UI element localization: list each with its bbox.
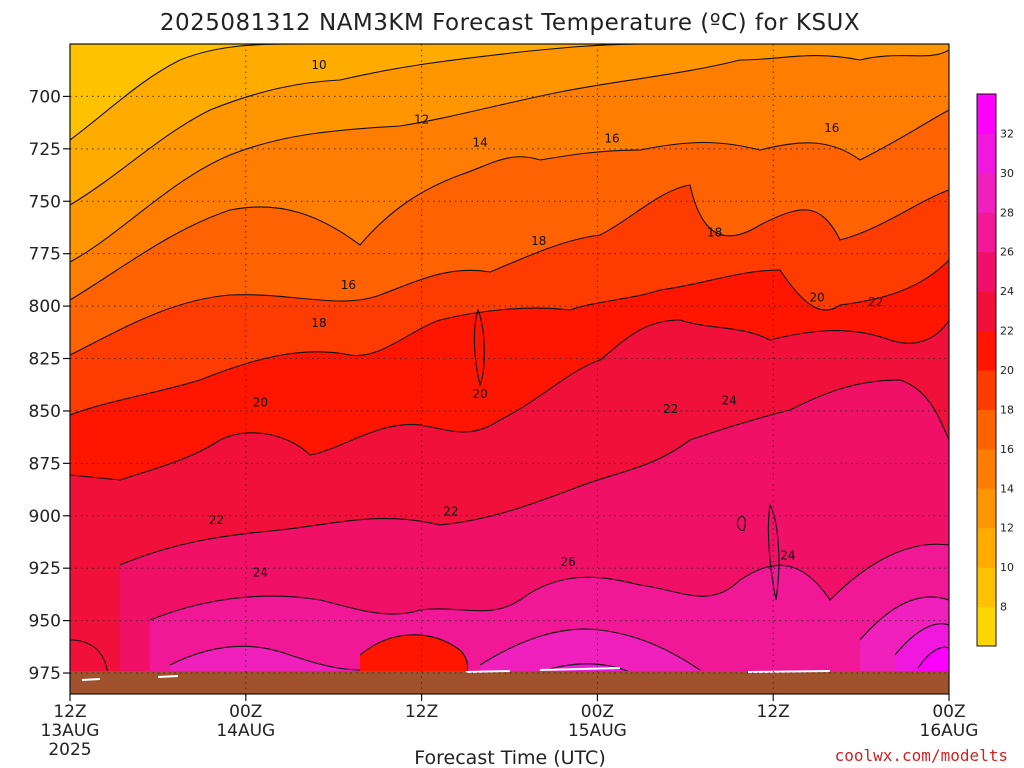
colorbar-tick-label: 28 xyxy=(1000,206,1014,219)
colorbar-swatch xyxy=(977,133,996,174)
colorbar-tick-label: 30 xyxy=(1000,167,1014,180)
x-tick-label: 13AUG xyxy=(41,721,100,741)
contour-label: 12 xyxy=(414,112,429,126)
colorbar-tick-label: 12 xyxy=(1000,522,1014,535)
x-tick-label: 12Z xyxy=(405,702,438,722)
contour-label: 20 xyxy=(810,291,825,305)
x-tick-label: 12Z xyxy=(53,702,86,722)
colorbar-swatch xyxy=(977,567,996,608)
contour-label: 14 xyxy=(473,136,488,150)
contour-label: 16 xyxy=(341,278,356,292)
x-tick-label: 2025 xyxy=(48,740,91,760)
x-tick-label: 16AUG xyxy=(920,721,979,741)
colorbar-swatch xyxy=(977,488,996,529)
contour-label: 10 xyxy=(311,58,326,72)
contour-label: 16 xyxy=(824,121,839,135)
colorbar-swatch xyxy=(977,251,996,292)
colorbar-tick-label: 22 xyxy=(1000,325,1014,338)
y-tick-label: 875 xyxy=(29,454,61,474)
contour-label: 22 xyxy=(868,295,883,309)
x-tick-label: 00Z xyxy=(932,702,965,722)
x-axis-title: Forecast Time (UTC) xyxy=(414,747,605,768)
surface-snow-flecks xyxy=(81,667,831,681)
contour-labels: 10 12 14 16 16 16 18 18 18 20 22 20 20 22 24 22 22 24 24 26 xyxy=(209,58,884,579)
y-tick-label: 825 xyxy=(29,350,61,370)
x-tick-label: 14AUG xyxy=(216,721,275,741)
colorbar-tick-label: 26 xyxy=(1000,246,1014,259)
contour-label: 22 xyxy=(443,505,458,519)
y-axis: 700 725 750 775 800 825 850 875 900 925 950 975 xyxy=(29,87,70,684)
colorbar-tick-label: 8 xyxy=(1000,601,1007,614)
y-tick-label: 750 xyxy=(29,192,61,212)
y-tick-label: 975 xyxy=(29,664,61,684)
y-tick-label: 700 xyxy=(29,87,61,107)
colorbar-tick-label: 24 xyxy=(1000,285,1014,298)
contour-label: 24 xyxy=(780,549,795,563)
contour-label: 18 xyxy=(707,226,722,240)
chart-title: 2025081312 NAM3KM Forecast Temperature (… xyxy=(160,10,860,36)
colorbar-swatch xyxy=(977,330,996,371)
contour-label: 22 xyxy=(209,513,224,527)
plot-frame xyxy=(69,43,950,695)
contour-lines xyxy=(70,44,949,681)
surface-ground xyxy=(70,671,949,694)
colorbar-swatch xyxy=(977,212,996,253)
y-tick-label: 725 xyxy=(29,140,61,160)
x-tick-label: 12Z xyxy=(757,702,790,722)
contour-label: 16 xyxy=(604,131,619,145)
colorbar-tick-label: 10 xyxy=(1000,561,1014,574)
y-tick-label: 950 xyxy=(29,612,61,632)
contour-label: 20 xyxy=(473,387,488,401)
y-tick-label: 925 xyxy=(29,559,61,579)
x-tick-label: 00Z xyxy=(581,702,614,722)
y-tick-label: 850 xyxy=(29,402,61,422)
credit-text[interactable]: coolwx.com/modelts xyxy=(835,746,1008,765)
contour-label: 18 xyxy=(311,316,326,330)
contour-label: 24 xyxy=(722,393,737,407)
band-20-22-lower-mid xyxy=(360,634,468,680)
colorbar-tick-label: 32 xyxy=(1000,127,1014,140)
contour-label: 26 xyxy=(560,555,575,569)
grid-lines xyxy=(70,44,949,694)
colorbar-swatch xyxy=(977,172,996,213)
contour-label: 18 xyxy=(531,234,546,248)
x-tick-label: 15AUG xyxy=(568,721,627,741)
y-tick-label: 900 xyxy=(29,507,61,527)
colorbar-swatch xyxy=(977,370,996,410)
contour-label: 24 xyxy=(253,565,268,579)
colorbar-swatch xyxy=(977,527,996,568)
plot-area xyxy=(70,44,949,694)
colorbar-frame xyxy=(976,93,997,647)
colorbar-tick-label: 16 xyxy=(1000,443,1014,456)
y-tick-label: 775 xyxy=(29,245,61,265)
colorbar-swatch xyxy=(977,448,996,489)
colorbar-swatch xyxy=(977,409,996,450)
band-28-30 xyxy=(170,596,949,694)
colorbar-swatch xyxy=(977,291,996,332)
y-tick-label: 800 xyxy=(29,297,61,317)
contour-label: 22 xyxy=(663,402,678,416)
colorbar-tick-label: 18 xyxy=(1000,403,1014,416)
colorbar-swatch xyxy=(977,606,996,647)
colorbar: 8 10 12 14 16 18 20 22 24 26 28 30 32 xyxy=(976,93,1014,647)
colorbar-swatch xyxy=(977,94,996,134)
contour-label: 20 xyxy=(253,396,268,410)
colorbar-tick-label: 14 xyxy=(1000,482,1014,495)
colorbar-tick-label: 20 xyxy=(1000,364,1014,377)
x-tick-label: 00Z xyxy=(229,702,262,722)
band-26-28 xyxy=(150,544,949,694)
